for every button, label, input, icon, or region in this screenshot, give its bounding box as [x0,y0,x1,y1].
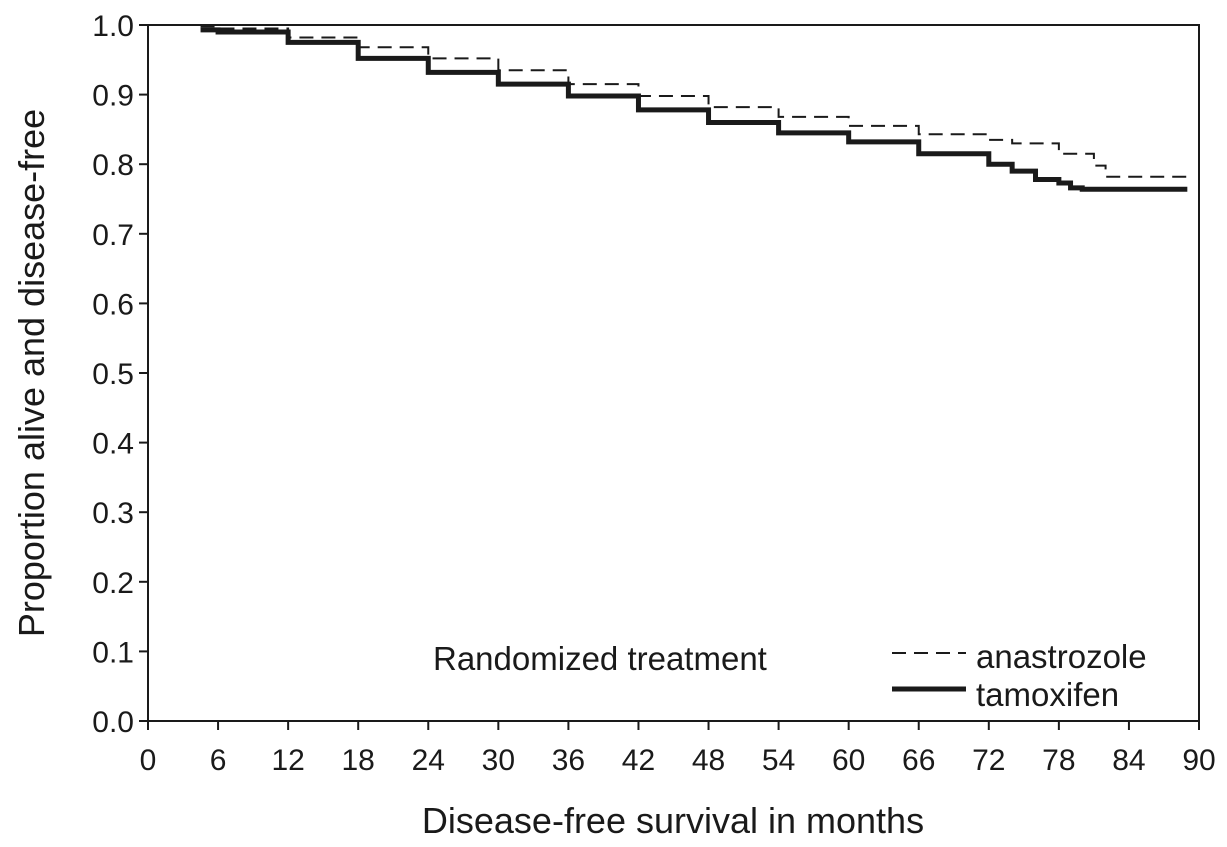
y-axis-ticks: 0.0 0.1 0.2 0.3 0.4 0.5 0.6 0.7 0.8 0.9 1.0 [92,10,148,739]
y-tick-label: 0.9 [92,80,134,113]
x-tick-label: 6 [210,744,227,777]
y-tick-label: 0.0 [92,706,134,739]
legend-label-anastrozole: anastrozole [976,638,1147,675]
x-tick-label: 30 [482,744,515,777]
legend-title: Randomized treatment [433,640,767,677]
x-tick-label: 72 [972,744,1005,777]
y-tick-label: 1.0 [92,10,134,43]
series-line-tamoxifen [200,27,1188,192]
y-tick-label: 0.5 [92,358,134,391]
y-tick-label: 0.4 [92,428,134,461]
x-tick-label: 54 [762,744,795,777]
x-tick-label: 12 [271,744,304,777]
y-tick-label: 0.1 [92,636,134,669]
y-tick-label: 0.7 [92,219,134,252]
series-line-anastrozole [200,25,1189,178]
x-tick-label: 24 [412,744,445,777]
y-tick-label: 0.2 [92,567,134,600]
x-tick-label: 78 [1042,744,1075,777]
x-tick-label: 36 [552,744,585,777]
x-tick-label: 18 [342,744,375,777]
plot-frame [147,24,1200,722]
y-tick-label: 0.3 [92,497,134,530]
y-tick-label: 0.6 [92,288,134,321]
legend: Randomized treatment anastrozole tamoxif… [433,638,1147,713]
series-layer [200,25,1189,192]
x-tick-label: 60 [832,744,865,777]
x-tick-label: 90 [1182,744,1215,777]
y-axis-title: Proportion alive and disease-free [11,109,52,637]
x-axis-ticks: 0 6 12 18 24 30 36 42 48 54 60 66 72 78 84 90 [140,721,1216,777]
x-tick-label: 0 [140,744,157,777]
x-tick-label: 84 [1112,744,1145,777]
x-tick-label: 42 [622,744,655,777]
y-tick-label: 0.8 [92,149,134,182]
x-tick-label: 48 [692,744,725,777]
x-axis-title: Disease-free survival in months [422,800,924,841]
legend-label-tamoxifen: tamoxifen [976,676,1119,713]
x-tick-label: 66 [902,744,935,777]
